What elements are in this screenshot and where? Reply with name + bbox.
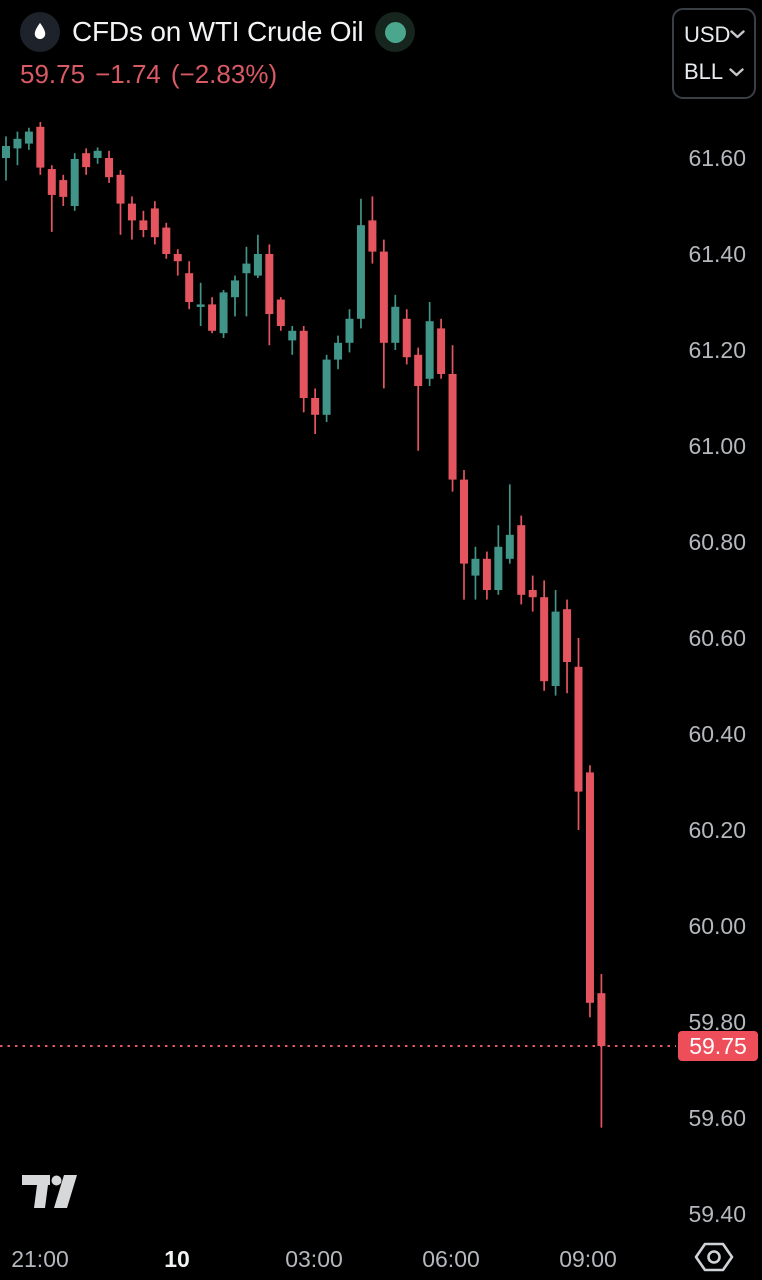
candle-up (425, 321, 434, 379)
candle-down (482, 558, 491, 590)
price-change-percent: (−2.83%) (170, 59, 278, 89)
candle-down (173, 254, 182, 262)
candle-down (563, 609, 572, 662)
candle-up (196, 304, 205, 307)
candle-up (334, 342, 343, 360)
candle-up (2, 146, 10, 158)
candle-up (93, 150, 102, 158)
candle-up (494, 546, 503, 590)
candle-up (356, 225, 365, 319)
price-axis-label: 60.00 (688, 913, 746, 939)
candle-down (150, 208, 159, 238)
price-axis-label: 61.40 (688, 241, 746, 267)
candle-up (231, 280, 239, 298)
candle-up (242, 263, 251, 274)
oil-drop-icon (20, 12, 60, 52)
candle-down (517, 525, 526, 595)
market-open-dot (384, 21, 406, 43)
symbol-title: CFDs on WTI Crude Oil (72, 16, 364, 47)
candle-up (322, 359, 331, 415)
candle-up (345, 318, 354, 343)
tradingview-logo[interactable] (22, 1175, 78, 1213)
candle-down (368, 220, 377, 252)
candle-down (59, 180, 68, 197)
currency-dropdown-label: USD (684, 21, 731, 47)
candle-down (185, 273, 194, 302)
chevron-down-icon (729, 68, 744, 77)
candle-down (36, 126, 45, 168)
candle-down (574, 666, 583, 792)
price-axis-label: 60.60 (688, 625, 746, 651)
chart-settings-icon[interactable] (693, 1241, 735, 1278)
price-axis-label: 60.40 (688, 721, 746, 747)
candle-up (391, 306, 400, 343)
time-axis-date-label: 10 (164, 1246, 190, 1272)
candle-down (448, 374, 457, 480)
unit-dropdown[interactable]: BLL (684, 59, 744, 85)
unit-dropdown-label: BLL (684, 59, 724, 85)
price-axis-label: 61.60 (688, 145, 746, 171)
candle-down (47, 169, 56, 195)
candle-up (219, 292, 228, 334)
candle-down (460, 479, 468, 564)
candle-up (505, 534, 514, 559)
candle-down (311, 398, 320, 415)
price-axis-label: 59.40 (688, 1201, 746, 1227)
time-axis-label: 06:00 (422, 1246, 480, 1272)
price-summary: 59.75 −1.74 (−2.83%) (20, 59, 277, 90)
time-axis-label: 03:00 (285, 1246, 343, 1272)
candle-down (379, 251, 388, 343)
candle-down (402, 318, 411, 358)
candle-down (265, 254, 274, 314)
candle-down (82, 153, 91, 168)
candle-down (116, 174, 125, 204)
last-price-label: 59.75 (678, 1031, 758, 1061)
price-axis-label: 60.20 (688, 817, 746, 843)
chart-header: CFDs on WTI Crude Oil 59.75 −1.74 (−2.83… (0, 0, 762, 100)
candle-up (253, 254, 262, 276)
candle-down (528, 590, 537, 598)
candle-down (127, 203, 136, 221)
price-change: −1.74 (95, 59, 161, 89)
price-axis-label: 61.00 (688, 433, 746, 459)
candle-up (551, 611, 560, 686)
candle-up (288, 330, 297, 341)
candle-down (597, 993, 606, 1046)
candle-up (70, 158, 79, 206)
candle-down (276, 299, 285, 326)
time-axis[interactable]: 21:00 10 03:00 06:00 09:00 (0, 1242, 762, 1280)
currency-dropdown[interactable]: USD (684, 21, 746, 48)
candle-down (299, 330, 308, 398)
time-axis-label: 09:00 (559, 1246, 617, 1272)
price-axis[interactable]: 61.60 61.40 61.20 61.00 60.80 60.60 60.40 60.20… (620, 0, 746, 1280)
candle-down (139, 220, 148, 230)
price-axis-label: 59.80 (688, 1009, 746, 1035)
candle-up (24, 131, 33, 144)
price-axis-label: 61.20 (688, 337, 746, 363)
price-axis-label: 59.60 (688, 1105, 746, 1131)
time-axis-label: 21:00 (11, 1246, 69, 1272)
candle-down (540, 597, 549, 682)
last-price-value: 59.75 (20, 59, 86, 89)
candle-down (162, 227, 171, 254)
currency-unit-selector: USD BLL (672, 8, 756, 99)
candle-down (105, 158, 114, 178)
market-status-icon[interactable] (375, 12, 416, 52)
candle-up (471, 558, 480, 576)
price-axis-label: 60.80 (688, 529, 746, 555)
chevron-down-icon (730, 30, 746, 39)
candle-down (414, 354, 423, 386)
candle-down (585, 772, 594, 1003)
candle-up (13, 138, 22, 149)
candle-down (437, 328, 446, 374)
candle-down (208, 304, 217, 331)
